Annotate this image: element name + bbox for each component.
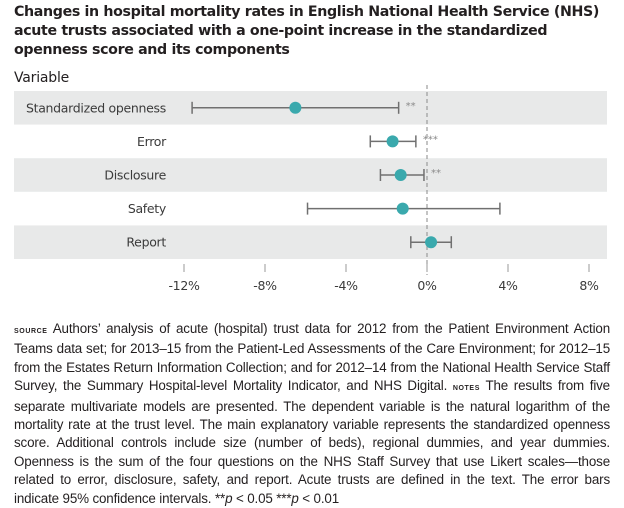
- x-axis: -12% -8% -4% 0% 4% 8%: [168, 264, 599, 293]
- chart-title: Changes in hospital mortality rates in E…: [14, 4, 600, 58]
- significance-marker: ***: [423, 134, 438, 145]
- sig-legend-001: ***p < 0.01: [276, 490, 340, 506]
- rows: Standardized openness ** Error *** Disclosur…: [26, 100, 501, 250]
- row-label: Disclosure: [104, 168, 166, 183]
- row-label: Report: [126, 235, 166, 250]
- x-tick-label: -12%: [168, 278, 200, 293]
- significance-marker: **: [431, 168, 441, 179]
- estimate-point: [289, 101, 302, 114]
- row-safety: Safety: [128, 201, 501, 216]
- significance-marker: **: [406, 101, 416, 112]
- row-error: Error ***: [137, 134, 438, 149]
- row-report: Report: [126, 235, 453, 250]
- notes-text: The results from five separate multivari…: [14, 378, 610, 506]
- row-disclosure: Disclosure **: [104, 168, 441, 183]
- estimate-point: [425, 236, 438, 249]
- row-standardized-openness: Standardized openness **: [26, 100, 416, 115]
- row-header: Variable: [14, 70, 70, 86]
- x-tick-label: -4%: [334, 278, 358, 293]
- forest-plot: Standardized openness ** Error *** Disclosur…: [14, 85, 607, 293]
- x-tick-label: -8%: [253, 278, 277, 293]
- row-band: [14, 158, 607, 192]
- x-tick-label: 0%: [417, 278, 437, 293]
- row-label: Safety: [128, 201, 167, 216]
- row-bands: [14, 91, 607, 259]
- x-tick-label: 8%: [579, 278, 599, 293]
- notes-label: notes: [452, 382, 480, 394]
- row-label: Standardized openness: [26, 100, 166, 115]
- estimate-point: [394, 169, 407, 181]
- row-band: [14, 225, 607, 259]
- source-text: Authors’ analysis of acute (hospital) tr…: [14, 321, 610, 394]
- row-label: Error: [137, 134, 167, 149]
- x-tick-label: 4%: [498, 278, 518, 293]
- source-notes: source Authors’ analysis of acute (hospi…: [14, 320, 610, 508]
- estimate-point: [396, 202, 409, 215]
- source-label: source: [14, 325, 48, 336]
- sig-legend-005: **p < 0.05: [214, 490, 277, 506]
- estimate-point: [386, 135, 399, 148]
